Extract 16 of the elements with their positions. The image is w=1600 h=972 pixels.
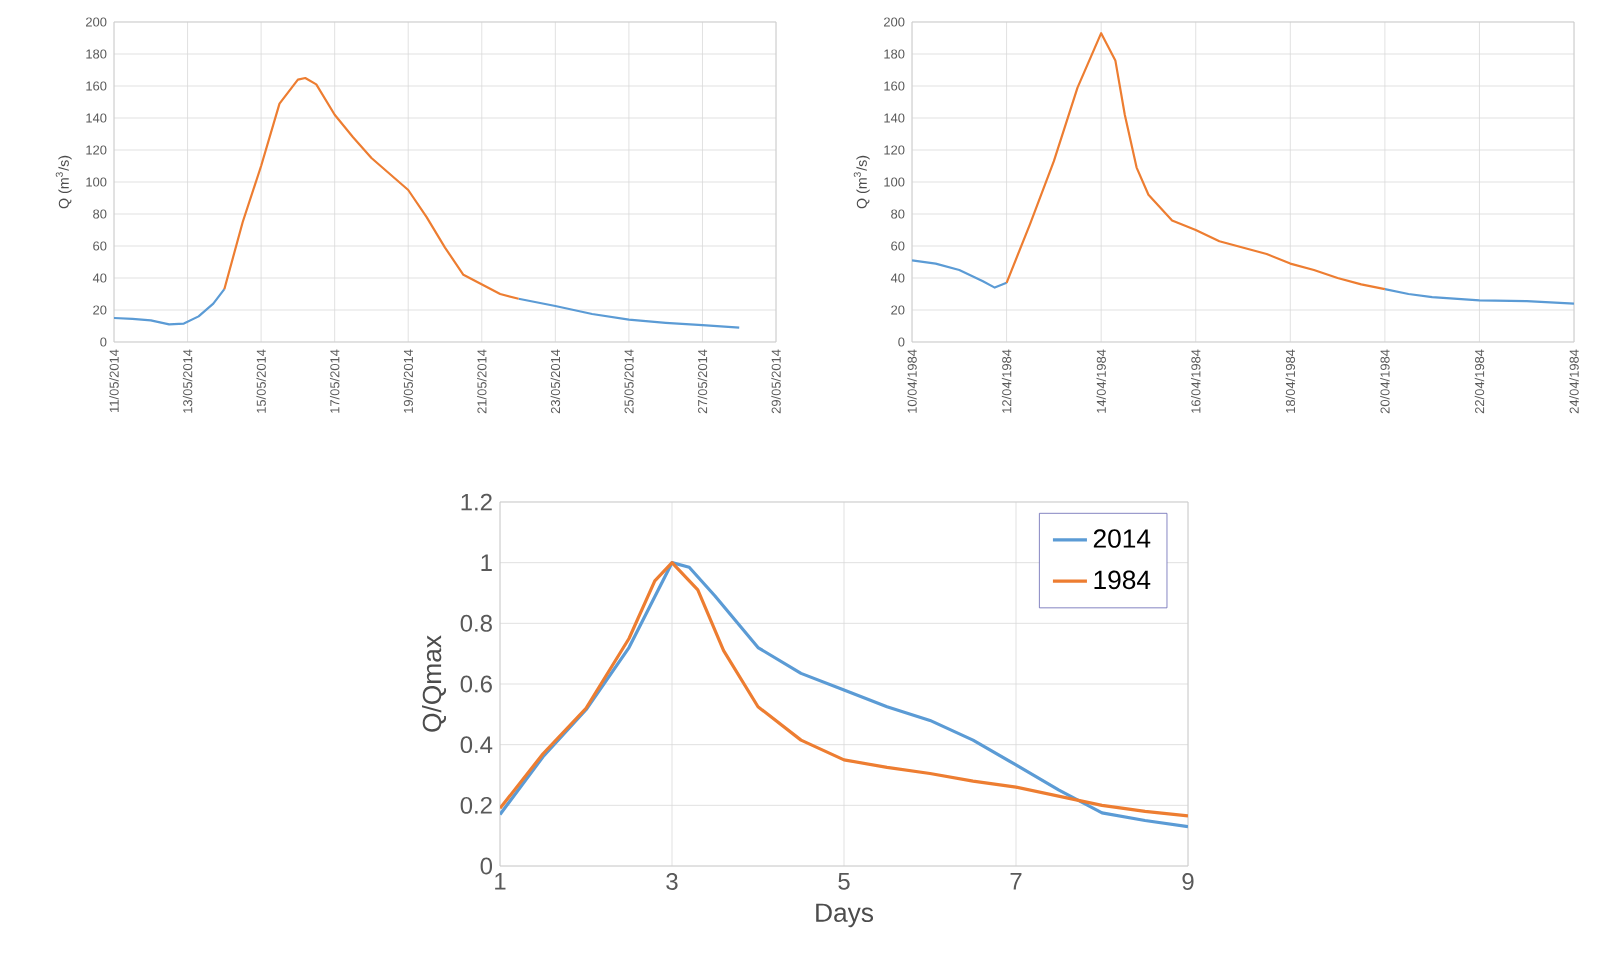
y-tick-label: 0 [480, 857, 493, 875]
legend-label: 1984 [1094, 570, 1151, 590]
x-tick-label: 5 [838, 873, 850, 890]
x-tick-label: 1 [495, 873, 506, 890]
y-tick-label: 0.4 [460, 736, 493, 754]
y-tick-label: 0.2 [460, 796, 492, 814]
y-tick-label: 1.2 [461, 493, 492, 511]
y-tick-label: 0.6 [460, 675, 492, 693]
x-tick-label: 7 [1010, 873, 1022, 890]
x-tick-label: 3 [666, 873, 678, 890]
y-tick-label: 0.8 [460, 614, 492, 632]
legend-label: 2014 [1093, 529, 1151, 548]
y-axis-title: Q/Qmax [422, 635, 447, 732]
y-tick-label: 1 [481, 554, 492, 571]
x-tick-label: 9 [1182, 873, 1194, 890]
x-axis-title: Days [816, 903, 874, 928]
